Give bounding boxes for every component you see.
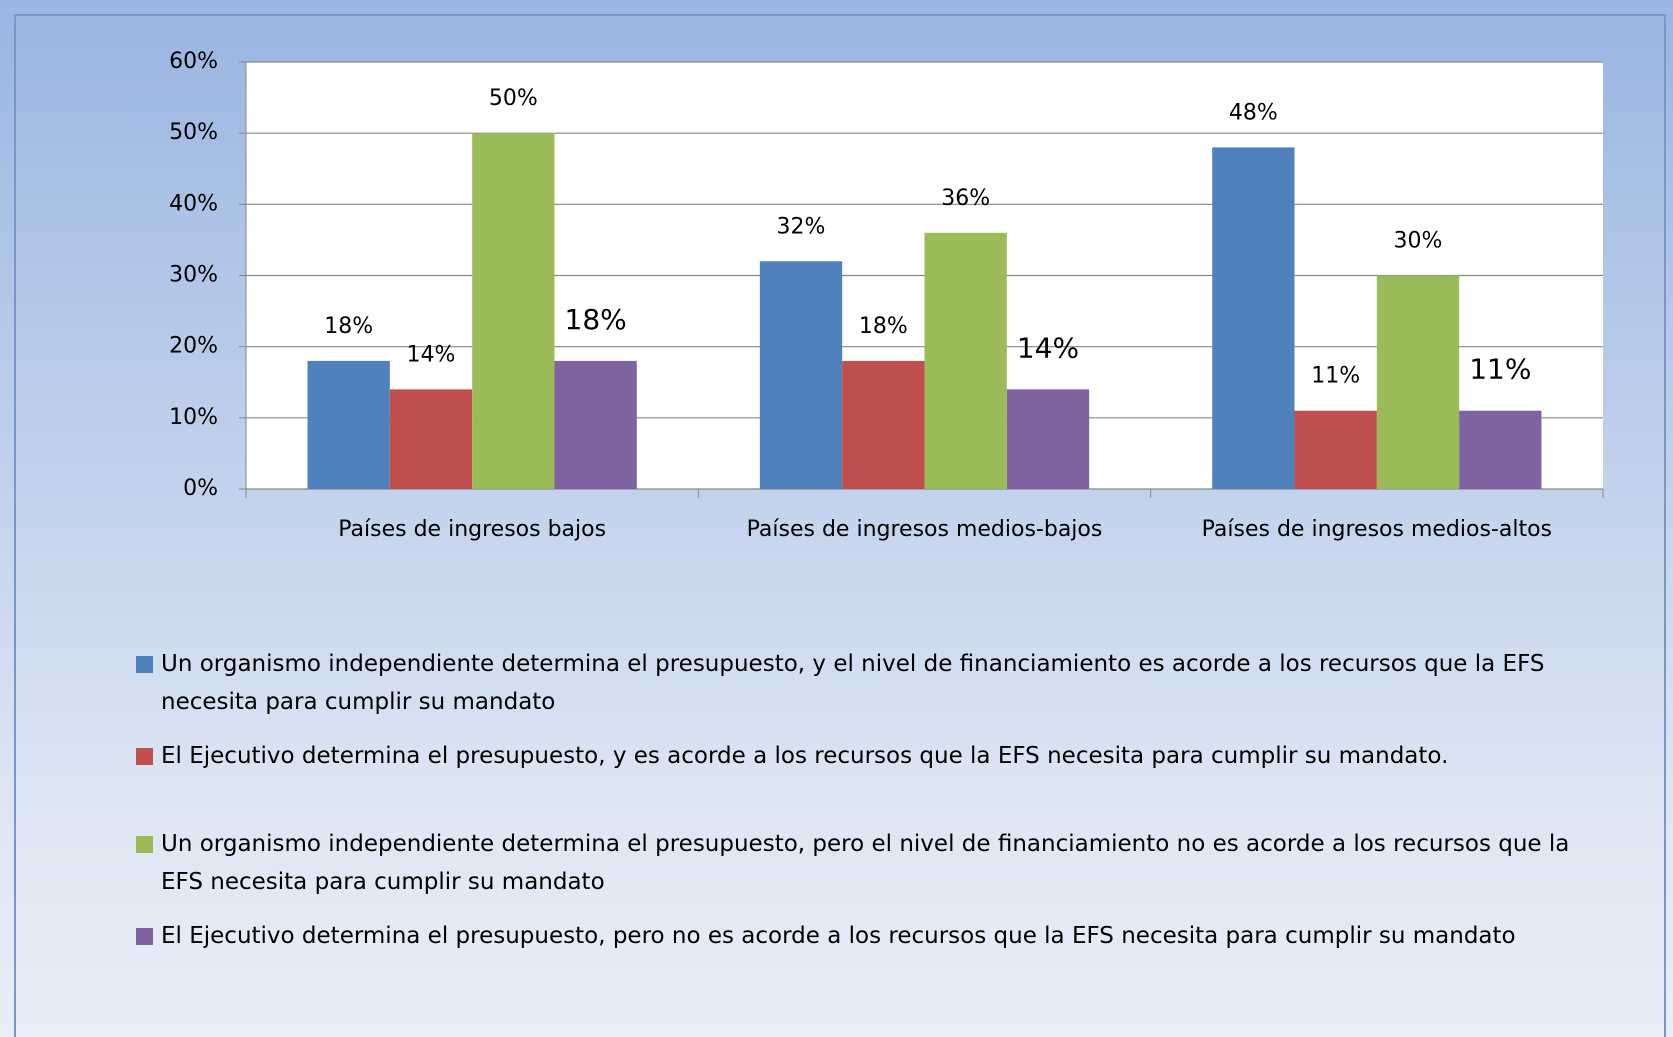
bar — [554, 360, 637, 489]
value-label: 18% — [859, 314, 908, 339]
bar — [1459, 410, 1542, 489]
value-label: 11% — [1311, 364, 1360, 389]
bar — [924, 232, 1007, 490]
x-tick-label: Países de ingresos bajos — [338, 517, 606, 542]
legend-label: El Ejecutivo determina el presupuesto, y… — [161, 743, 1449, 769]
legend-item: Un organismo independiente determina el … — [136, 645, 1596, 721]
legend-label: El Ejecutivo determina el presupuesto, p… — [161, 923, 1516, 949]
value-label: 18% — [324, 314, 373, 339]
x-tick-label: Países de ingresos medios-bajos — [747, 517, 1103, 542]
value-label: 48% — [1229, 100, 1278, 125]
y-tick-label: 60% — [169, 49, 218, 74]
y-tick-label: 30% — [169, 263, 218, 288]
bar — [307, 360, 390, 489]
legend-swatch — [136, 748, 153, 765]
y-tick-label: 40% — [169, 191, 218, 216]
legend-item: Un organismo independiente determina el … — [136, 825, 1596, 901]
value-label: 14% — [407, 342, 456, 367]
y-tick-label: 20% — [169, 334, 218, 359]
legend-item: El Ejecutivo determina el presupuesto, y… — [136, 737, 1596, 775]
legend-swatch — [136, 928, 153, 945]
bar — [842, 360, 925, 489]
value-label: 18% — [565, 303, 627, 336]
bar — [389, 389, 473, 489]
bar — [1006, 389, 1090, 489]
y-tick-label: 10% — [169, 405, 218, 430]
value-label: 30% — [1394, 229, 1443, 254]
value-label: 11% — [1469, 353, 1531, 386]
y-tick-label: 0% — [183, 476, 218, 501]
legend-label: Un organismo independiente determina el … — [161, 651, 1545, 715]
value-label: 50% — [489, 86, 538, 111]
bar — [1212, 147, 1295, 489]
x-tick-label: Países de ingresos medios-altos — [1202, 517, 1552, 542]
legend-item: El Ejecutivo determina el presupuesto, p… — [136, 917, 1596, 955]
bar — [1294, 410, 1377, 489]
frame — [14, 14, 1666, 1037]
bar — [472, 133, 555, 489]
legend-swatch — [136, 656, 153, 673]
legend: Un organismo independiente determina el … — [136, 645, 1596, 971]
value-label: 32% — [777, 214, 826, 239]
bar — [1376, 275, 1460, 489]
legend-label: Un organismo independiente determina el … — [161, 831, 1570, 895]
y-tick-label: 50% — [169, 120, 218, 145]
legend-swatch — [136, 836, 153, 853]
value-label: 14% — [1017, 331, 1079, 364]
value-label: 36% — [941, 186, 990, 211]
bar — [759, 261, 843, 489]
